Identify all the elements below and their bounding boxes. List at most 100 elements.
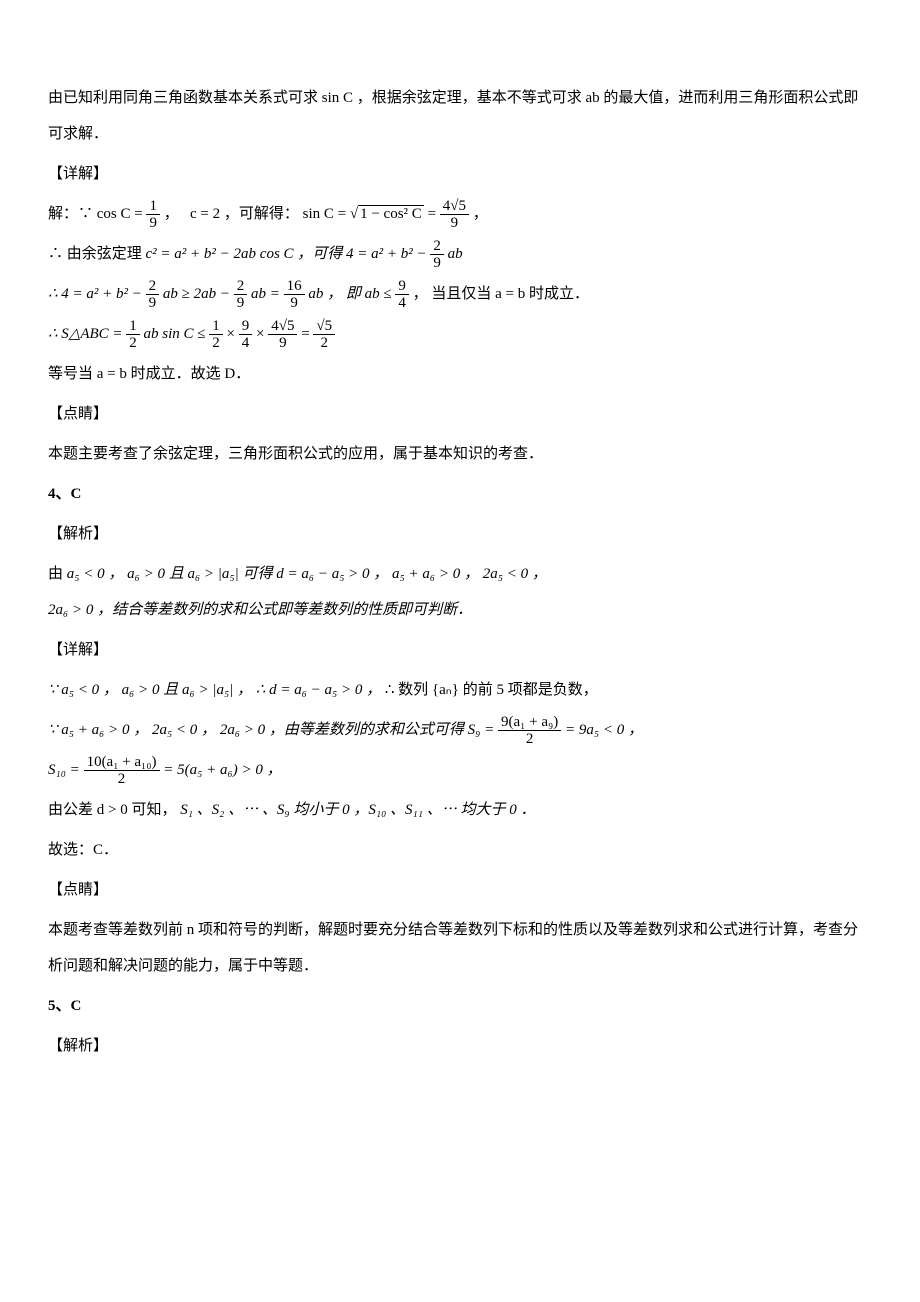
text: 由 bbox=[48, 566, 63, 582]
numerator: 2 bbox=[146, 278, 160, 296]
numerator: 9 bbox=[395, 278, 409, 296]
math: c = 2 ，可解得： bbox=[190, 206, 299, 222]
numerator: 1 bbox=[209, 318, 223, 336]
denominator: 4 bbox=[239, 335, 253, 352]
heading-jiexi-2: 【解析】 bbox=[48, 1028, 872, 1064]
denominator: 9 bbox=[284, 295, 305, 312]
fraction-1-2: 1 2 bbox=[126, 318, 140, 352]
solution-line-2: ∴ 由余弦定理 c² = a² + b² − 2ab cos C ，可得 4 =… bbox=[48, 236, 872, 272]
math: cos C = bbox=[97, 206, 143, 222]
math: ∴ 4 = a² + b² − bbox=[48, 286, 142, 302]
math: ab bbox=[448, 246, 463, 262]
solution-line-3: ∴ 4 = a² + b² − 2 9 ab ≥ 2ab − 2 9 ab = … bbox=[48, 276, 872, 312]
question-5-answer: 5、C bbox=[48, 988, 872, 1024]
fraction-4r5-9: 4√5 9 bbox=[440, 198, 469, 232]
numerator: 9(a₁ + a₉) bbox=[498, 714, 561, 732]
math: ab = bbox=[251, 286, 280, 302]
denominator: 2 bbox=[498, 731, 561, 748]
analysis-1: 由 a₅ < 0 ， a₆ > 0 且 a₆ > |a₅| 可得 d = a₆ … bbox=[48, 556, 872, 628]
text: = bbox=[301, 326, 309, 342]
heading-dianjing-2: 【点睛】 bbox=[48, 872, 872, 908]
text: ∴ 数列 {aₙ} 的前 5 项都是负数， bbox=[385, 682, 598, 698]
remark-1: 本题主要考查了余弦定理，三角形面积公式的应用，属于基本知识的考查． bbox=[48, 436, 872, 472]
math: = 5(a₅ + a₆) > 0 ， bbox=[163, 762, 281, 778]
text: ， bbox=[473, 206, 488, 222]
math: 4 = a² + b² − bbox=[346, 246, 427, 262]
math: sin C = bbox=[303, 206, 346, 222]
math: 2a₆ > 0 ，由等差数列的求和公式可得 S₉ = bbox=[220, 722, 494, 738]
fraction-r5-2: √5 2 bbox=[313, 318, 335, 352]
fraction-9-4: 9 4 bbox=[239, 318, 253, 352]
math: a₆ > 0 且 a₆ > |a₅| ， bbox=[122, 682, 252, 698]
detail-line-3: S₁₀ = 10(a₁ + a₁₀) 2 = 5(a₅ + a₆) > 0 ， bbox=[48, 752, 872, 788]
math: ab ≥ 2ab − bbox=[163, 286, 230, 302]
denominator: 9 bbox=[146, 215, 160, 232]
fraction-4r5-9: 4√5 9 bbox=[268, 318, 297, 352]
denominator: 4 bbox=[395, 295, 409, 312]
fraction-1-2: 1 2 bbox=[209, 318, 223, 352]
math: ∵ a₅ < 0 ， bbox=[48, 682, 118, 698]
conclusion-2: 故选：C． bbox=[48, 832, 872, 868]
numerator: √5 bbox=[313, 318, 335, 336]
text: ， 当且仅当 a = b 时成立． bbox=[413, 286, 589, 302]
math: ab ， 即 ab ≤ bbox=[308, 286, 391, 302]
heading-jiexi: 【解析】 bbox=[48, 516, 872, 552]
math: ab sin C ≤ bbox=[144, 326, 206, 342]
detail-line-4: 由公差 d > 0 可知， S₁ 、S₂ 、⋯ 、S₉ 均小于 0 ，S₁₀ 、… bbox=[48, 792, 872, 828]
fraction-2-9: 2 9 bbox=[234, 278, 248, 312]
numerator: 9 bbox=[239, 318, 253, 336]
denominator: 9 bbox=[268, 335, 297, 352]
fraction-9sum: 9(a₁ + a₉) 2 bbox=[498, 714, 561, 748]
math: a₅ + a₆ > 0 ， bbox=[392, 566, 479, 582]
math: ∴ S△ABC = bbox=[48, 326, 123, 342]
numerator: 1 bbox=[126, 318, 140, 336]
text: ， bbox=[164, 206, 179, 222]
math: 2a₅ < 0 ， bbox=[152, 722, 216, 738]
text: = bbox=[428, 206, 440, 222]
numerator: 10(a₁ + a₁₀) bbox=[84, 754, 160, 772]
math: S₁ 、S₂ 、⋯ 、S₉ 均小于 0 ，S₁₀ 、S₁₁ 、⋯ 均大于 0 ． bbox=[180, 802, 535, 818]
denominator: 2 bbox=[126, 335, 140, 352]
denominator: 2 bbox=[209, 335, 223, 352]
math: S₁₀ = bbox=[48, 762, 80, 778]
detail-line-1: ∵ a₅ < 0 ， a₆ > 0 且 a₆ > |a₅| ， ∴ d = a₆… bbox=[48, 672, 872, 708]
numerator: 2 bbox=[234, 278, 248, 296]
math: ∵ a₅ + a₆ > 0 ， bbox=[48, 722, 148, 738]
math: 2a₅ < 0 ， bbox=[483, 566, 547, 582]
text: × bbox=[256, 326, 264, 342]
denominator: 9 bbox=[146, 295, 160, 312]
denominator: 2 bbox=[84, 771, 160, 788]
denominator: 9 bbox=[430, 255, 444, 272]
math: c² = a² + b² − 2ab cos C ，可得 bbox=[146, 246, 343, 262]
math: ∴ d = a₆ − a₅ > 0 ， bbox=[256, 682, 381, 698]
numerator: 16 bbox=[284, 278, 305, 296]
solution-line-1: 解：∵ cos C = 1 9 ， c = 2 ，可解得： sin C = √1… bbox=[48, 196, 872, 232]
math: a₆ > 0 且 a₆ > |a₅| 可得 d = a₆ − a₅ > 0 ， bbox=[127, 566, 388, 582]
solution-line-4: ∴ S△ABC = 1 2 ab sin C ≤ 1 2 × 9 4 × 4√5… bbox=[48, 316, 872, 352]
numerator: 1 bbox=[146, 198, 160, 216]
text: 解：∵ bbox=[48, 206, 93, 222]
denominator: 9 bbox=[440, 215, 469, 232]
sqrt-expr: √1 − cos² C bbox=[350, 205, 424, 222]
paragraph-intro: 由已知利用同角三角函数基本关系式可求 sin C ，根据余弦定理，基本不等式可求… bbox=[48, 80, 872, 152]
text: × bbox=[227, 326, 235, 342]
math: = 9a₅ < 0 ， bbox=[565, 722, 643, 738]
denominator: 9 bbox=[234, 295, 248, 312]
heading-dianjing: 【点睛】 bbox=[48, 396, 872, 432]
heading-detail-2: 【详解】 bbox=[48, 632, 872, 668]
question-4-answer: 4、C bbox=[48, 476, 872, 512]
fraction-10sum: 10(a₁ + a₁₀) 2 bbox=[84, 754, 160, 788]
fraction-2-9: 2 9 bbox=[430, 238, 444, 272]
remark-2: 本题考查等差数列前 n 项和符号的判断，解题时要充分结合等差数列下标和的性质以及… bbox=[48, 912, 872, 984]
numerator: 2 bbox=[430, 238, 444, 256]
fraction-2-9: 2 9 bbox=[146, 278, 160, 312]
numerator: 4√5 bbox=[440, 198, 469, 216]
solution-conclusion: 等号当 a = b 时成立．故选 D． bbox=[48, 356, 872, 392]
fraction-16-9: 16 9 bbox=[284, 278, 305, 312]
numerator: 4√5 bbox=[268, 318, 297, 336]
math: 2a₆ > 0 ，结合等差数列的求和公式即等差数列的性质即可判断． bbox=[48, 602, 472, 618]
text: ∴ 由余弦定理 bbox=[48, 246, 142, 262]
detail-line-2: ∵ a₅ + a₆ > 0 ， 2a₅ < 0 ， 2a₆ > 0 ，由等差数列… bbox=[48, 712, 872, 748]
denominator: 2 bbox=[313, 335, 335, 352]
heading-detail: 【详解】 bbox=[48, 156, 872, 192]
